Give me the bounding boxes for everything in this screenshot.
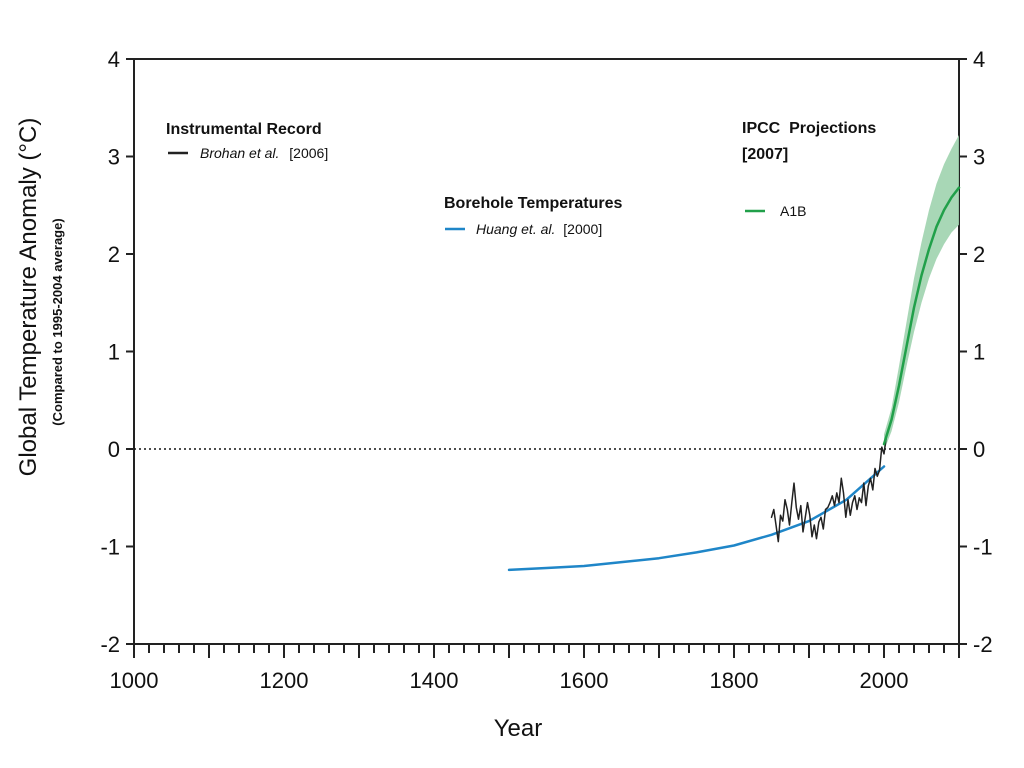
legend-instrumental-author: Brohan et al. [200, 145, 279, 161]
y-tick-label-left: -1 [100, 535, 120, 560]
x-tick-label: 1800 [710, 668, 759, 693]
y-tick-label-left: 0 [108, 437, 120, 462]
y-tick-label-right: 4 [973, 47, 985, 72]
y-tick-label-left: 1 [108, 340, 120, 365]
legend-borehole-title: Borehole Temperatures [444, 195, 623, 212]
legend-ipcc-title: IPCC Projections [742, 120, 876, 137]
y-tick-label-left: -2 [100, 632, 120, 657]
x-tick-label: 1400 [410, 668, 459, 693]
legend-instrumental-year: [2006] [289, 145, 328, 161]
y-tick-label-left: 4 [108, 47, 120, 72]
x-tick-label: 1200 [260, 668, 309, 693]
y-tick-label-left: 3 [108, 145, 120, 170]
legend-instrumental-title: Instrumental Record [166, 121, 322, 138]
series-lines [507, 186, 961, 572]
legend-borehole-year: [2000] [563, 221, 602, 237]
x-tick-label: 1600 [560, 668, 609, 693]
series-line-a1b [882, 186, 961, 446]
y-axis-subtitle: (Compared to 1995-2004 average) [50, 218, 65, 425]
y-tick-label-right: -2 [973, 632, 993, 657]
y-tick-label-left: 2 [108, 242, 120, 267]
axis-ticks [126, 58, 967, 658]
y-tick-label-right: 0 [973, 437, 985, 462]
y-tick-label-right: 3 [973, 145, 985, 170]
y-tick-label-right: -1 [973, 535, 993, 560]
legend-ipcc: IPCC Projections [2007] A1B [742, 120, 876, 219]
legend-ipcc-year: [2007] [742, 146, 788, 163]
y-tick-label-right: 1 [973, 340, 985, 365]
legend-borehole-entry: Huang et. al. [2000] [476, 221, 602, 237]
x-axis-title: Year [494, 715, 543, 742]
legend-borehole-author: Huang et. al. [476, 221, 555, 237]
y-axis-title: Global Temperature Anomaly (°C) [15, 118, 42, 477]
legend-ipcc-label: A1B [780, 203, 806, 219]
legend-instrumental-entry: Brohan et al. [2006] [200, 145, 328, 161]
series-line-instrumental-record [770, 436, 888, 543]
y-tick-label-right: 2 [973, 242, 985, 267]
x-tick-label: 2000 [860, 668, 909, 693]
legend-instrumental: Instrumental Record Brohan et al. [2006] [166, 121, 328, 161]
series-line-borehole-temperatures [507, 465, 886, 572]
legend-borehole: Borehole Temperatures Huang et. al. [200… [444, 195, 623, 237]
x-tick-label: 1000 [110, 668, 159, 693]
tick-labels: -2 -2 -1 -1 0 0 1 1 2 2 3 3 4 4 1000 1200 1400 1600 1800 20… [100, 47, 992, 693]
